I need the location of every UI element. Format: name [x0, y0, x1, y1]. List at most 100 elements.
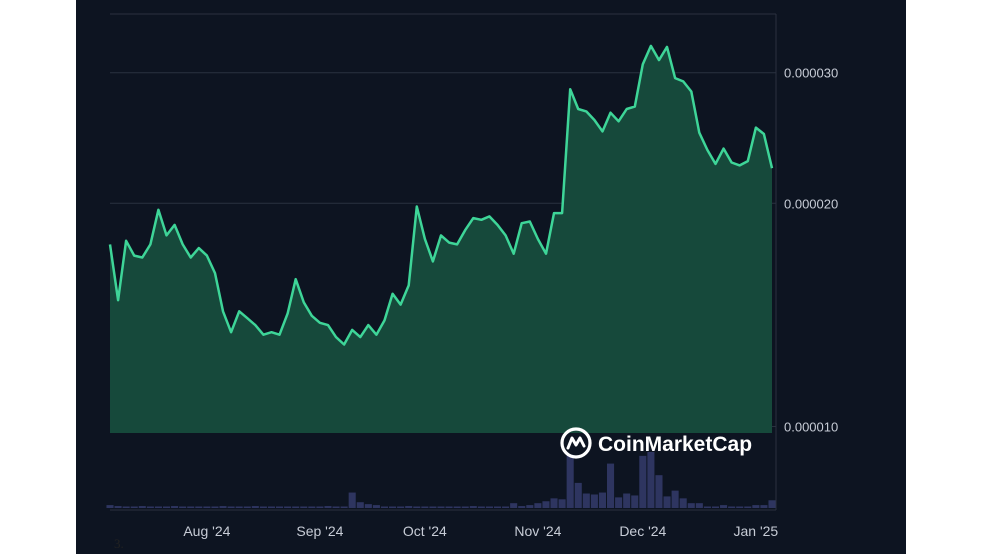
price-point — [327, 324, 329, 326]
price-point — [254, 324, 256, 326]
volume-bar — [300, 506, 308, 508]
price-point — [505, 234, 507, 236]
price-point — [166, 234, 168, 236]
x-tick-label: Jan '25 — [733, 523, 778, 539]
chart-panel: 0.000030 0.000020 0.000010 Aug '24 Sep '24 O… — [76, 0, 906, 554]
price-point — [174, 224, 176, 226]
price-point — [424, 238, 426, 240]
volume-bar — [542, 501, 550, 508]
volume-bar — [219, 506, 227, 508]
price-point — [198, 247, 200, 249]
price-point — [343, 343, 345, 345]
volume-bar — [493, 506, 502, 508]
price-point — [610, 112, 612, 114]
price-point — [497, 224, 499, 226]
volume-bar — [179, 506, 187, 508]
price-point — [367, 324, 369, 326]
volume-bar — [655, 475, 663, 508]
volume-bar — [720, 505, 728, 508]
volume-bar — [461, 506, 469, 508]
price-point — [771, 167, 773, 169]
price-point — [319, 322, 321, 324]
price-point — [658, 59, 660, 61]
price-point — [723, 148, 725, 150]
price-point — [206, 255, 208, 257]
volume-bar — [316, 506, 324, 508]
volume-bar — [477, 506, 485, 508]
volume-bar — [526, 505, 534, 508]
volume-bar — [405, 506, 413, 508]
price-point — [706, 149, 708, 151]
price-point — [440, 234, 442, 236]
volume-bar — [485, 506, 493, 508]
price-point — [303, 301, 305, 303]
price-point — [747, 160, 749, 162]
price-point — [392, 293, 394, 295]
price-point — [674, 77, 676, 79]
volume-bar — [162, 506, 171, 508]
volume-bar — [421, 506, 429, 508]
volume-bar — [251, 506, 259, 508]
price-point — [448, 242, 450, 244]
volume-bar — [324, 506, 332, 508]
volume-bar — [187, 506, 195, 508]
volume-bar — [356, 502, 364, 508]
volume-bar — [590, 494, 598, 508]
price-line — [108, 44, 774, 346]
volume-bar — [195, 506, 203, 508]
x-axis-ticks: Aug '24 Sep '24 Oct '24 Nov '24 Dec '24 Jan '… — [183, 523, 778, 539]
price-point — [262, 334, 264, 336]
price-point — [190, 257, 192, 259]
volume-bar — [114, 506, 122, 508]
price-point — [335, 336, 337, 338]
volume-bar — [332, 506, 340, 508]
volume-bar — [607, 463, 615, 508]
volume-bar — [663, 496, 671, 508]
price-point — [618, 120, 620, 122]
price-point — [626, 108, 628, 110]
price-point — [634, 106, 636, 108]
volume-bar — [340, 506, 348, 508]
price-point — [488, 215, 490, 217]
x-tick-label: Sep '24 — [296, 523, 343, 539]
price-point — [472, 217, 474, 219]
price-point — [690, 90, 692, 92]
x-tick-label: Nov '24 — [514, 523, 561, 539]
volume-bar — [711, 506, 720, 508]
volume-bar — [574, 482, 582, 508]
volume-bar — [760, 505, 768, 508]
volume-bar — [752, 505, 760, 508]
price-point — [279, 334, 281, 336]
volume-bar — [429, 506, 437, 508]
price-point — [593, 119, 595, 121]
volume-bar — [211, 506, 219, 508]
volume-bar — [639, 455, 647, 508]
price-point — [513, 253, 515, 255]
price-point — [537, 238, 539, 240]
volume-bar — [292, 506, 300, 508]
coinmarketcap-watermark: CoinMarketCap — [560, 427, 752, 459]
price-point — [755, 127, 757, 129]
volume-bar — [308, 506, 316, 508]
price-point — [408, 284, 410, 286]
price-point — [400, 304, 402, 306]
volume-bar — [171, 506, 179, 508]
price-point — [246, 317, 248, 319]
price-point — [117, 299, 119, 301]
price-point — [230, 331, 232, 333]
volume-bar — [631, 495, 639, 508]
price-point — [359, 336, 361, 338]
volume-bar — [558, 499, 566, 508]
price-point — [375, 334, 377, 336]
x-tick-label: Aug '24 — [183, 523, 230, 539]
volume-bar — [582, 493, 590, 508]
volume-bar — [703, 506, 711, 508]
volume-bar — [397, 506, 405, 508]
volume-bar — [243, 506, 251, 508]
brand-name: CoinMarketCap — [598, 433, 752, 456]
volume-bar — [437, 506, 445, 508]
price-point — [739, 164, 741, 166]
volume-bar — [235, 506, 243, 508]
price-point — [569, 88, 571, 90]
volume-bar — [413, 506, 421, 508]
